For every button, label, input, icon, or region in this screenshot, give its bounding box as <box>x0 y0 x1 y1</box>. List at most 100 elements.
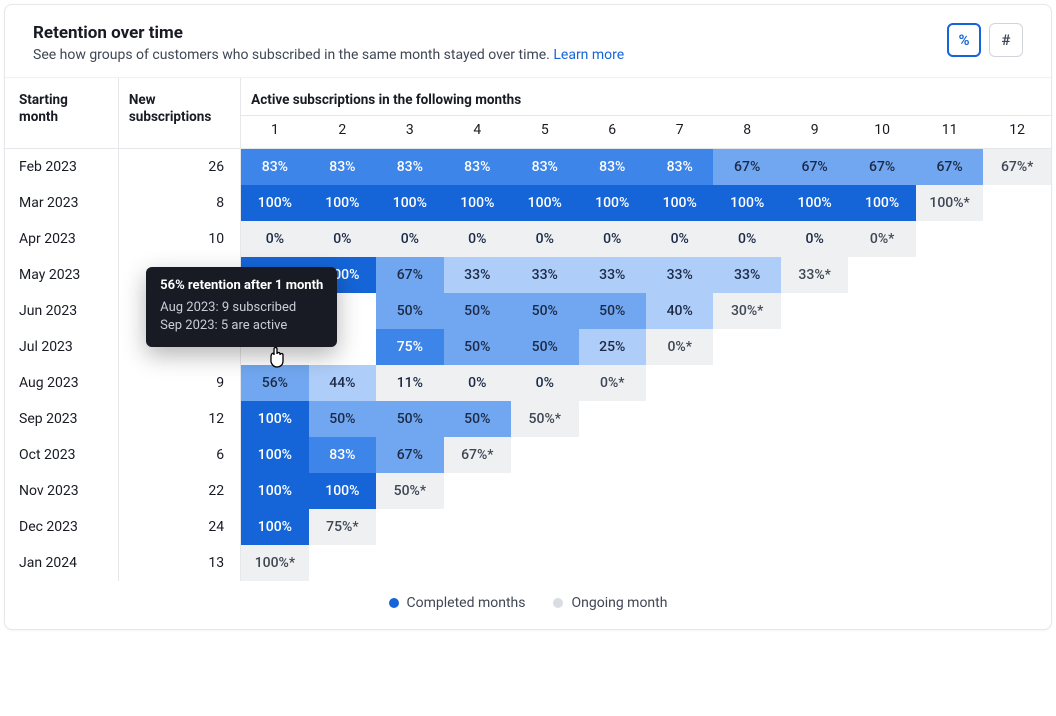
card-title: Retention over time <box>33 23 624 43</box>
retention-cell[interactable]: 56% <box>241 365 308 401</box>
retention-cell[interactable]: 100% <box>511 185 578 221</box>
retention-cell[interactable]: 0% <box>376 221 443 257</box>
cohort-table: Starting monthNew subscriptionsActive su… <box>5 78 1051 581</box>
retention-cell[interactable]: 75%* <box>309 509 376 545</box>
retention-cell[interactable]: 83% <box>241 149 308 185</box>
retention-cell <box>983 401 1051 437</box>
retention-cell[interactable]: 100% <box>241 401 308 437</box>
retention-cell[interactable]: 33% <box>444 257 511 293</box>
retention-cell[interactable]: 50%* <box>376 473 443 509</box>
retention-cell[interactable]: 100% <box>309 473 376 509</box>
retention-cell[interactable]: 83% <box>511 149 578 185</box>
cohort-row: Apr 2023100%0%0%0%0%0%0%0%0%0%* <box>5 221 1051 257</box>
cohort-row: Nov 202322100%100%50%* <box>5 473 1051 509</box>
retention-cell[interactable]: 67% <box>713 149 780 185</box>
retention-cell[interactable]: 50% <box>511 293 578 329</box>
retention-cell[interactable]: 0% <box>511 365 578 401</box>
retention-cell[interactable]: 50% <box>444 401 511 437</box>
retention-cell[interactable]: 100% <box>241 257 308 293</box>
toggle-percent-button[interactable]: % <box>947 23 981 57</box>
retention-cell <box>983 185 1051 221</box>
retention-cell[interactable]: 0% <box>713 221 780 257</box>
retention-cell[interactable]: 0% <box>646 221 713 257</box>
retention-cell[interactable]: 67% <box>848 149 915 185</box>
retention-cell[interactable]: 83% <box>309 437 376 473</box>
retention-cell[interactable]: 50%* <box>511 401 578 437</box>
retention-cell[interactable]: 33% <box>646 257 713 293</box>
retention-cell[interactable]: 50% <box>376 293 443 329</box>
retention-cell[interactable]: 100% <box>781 185 848 221</box>
header-text-block: Retention over time See how groups of cu… <box>33 23 624 63</box>
retention-cell <box>781 473 848 509</box>
retention-cell[interactable]: 83% <box>579 149 646 185</box>
retention-cell[interactable]: 11% <box>376 365 443 401</box>
retention-cell[interactable]: 0% <box>309 221 376 257</box>
retention-cell[interactable]: 50% <box>444 293 511 329</box>
retention-cell[interactable]: 0%* <box>579 365 646 401</box>
retention-cell <box>781 509 848 545</box>
month-number-12: 12 <box>983 116 1051 149</box>
cohort-label: Sep 2023 <box>5 401 119 437</box>
retention-cell[interactable]: 50% <box>376 401 443 437</box>
retention-cell[interactable]: 100% <box>241 473 308 509</box>
retention-cell[interactable]: 100% <box>646 185 713 221</box>
retention-cell[interactable]: 67% <box>376 437 443 473</box>
retention-cell[interactable]: 33% <box>579 257 646 293</box>
retention-cell[interactable]: 75% <box>376 329 443 365</box>
retention-cell <box>983 473 1051 509</box>
retention-cell[interactable]: 100% <box>579 185 646 221</box>
retention-cell[interactable]: 100% <box>241 509 308 545</box>
card-subtitle: See how groups of customers who subscrib… <box>33 47 624 63</box>
retention-cell[interactable]: 0% <box>579 221 646 257</box>
learn-more-link[interactable]: Learn more <box>553 47 624 63</box>
retention-cell <box>848 293 915 329</box>
retention-cell[interactable]: 0% <box>781 221 848 257</box>
retention-cell[interactable]: 100% <box>309 257 376 293</box>
retention-cell[interactable]: 40% <box>646 293 713 329</box>
retention-cell[interactable]: 0% <box>511 221 578 257</box>
retention-cell[interactable]: 33% <box>511 257 578 293</box>
retention-cell[interactable]: 33% <box>713 257 780 293</box>
retention-cell[interactable]: 100% <box>848 185 915 221</box>
retention-cell[interactable]: 33%* <box>781 257 848 293</box>
retention-cell[interactable]: 67% <box>376 257 443 293</box>
retention-cell[interactable]: 83% <box>309 149 376 185</box>
retention-cell <box>309 293 376 329</box>
retention-cell[interactable]: 67% <box>916 149 983 185</box>
retention-cell[interactable]: 50% <box>579 293 646 329</box>
retention-cell[interactable]: 50% <box>511 329 578 365</box>
retention-cell <box>579 545 646 581</box>
retention-cell[interactable]: 100%* <box>916 185 983 221</box>
retention-cell[interactable]: 100% <box>241 437 308 473</box>
retention-cell[interactable]: 100% <box>713 185 780 221</box>
retention-cell[interactable]: 83% <box>646 149 713 185</box>
retention-cell[interactable]: 50% <box>309 401 376 437</box>
retention-cell[interactable]: 0% <box>444 365 511 401</box>
retention-cell[interactable]: 100% <box>309 185 376 221</box>
retention-cell[interactable]: 44% <box>309 365 376 401</box>
retention-cell[interactable]: 0%* <box>848 221 915 257</box>
retention-cell[interactable]: 30%* <box>713 293 780 329</box>
retention-cell[interactable]: 0% <box>241 221 308 257</box>
retention-cell[interactable]: 50% <box>444 329 511 365</box>
retention-cell[interactable]: 67%* <box>444 437 511 473</box>
toggle-count-button[interactable]: # <box>989 23 1023 57</box>
retention-cell[interactable]: 25% <box>579 329 646 365</box>
retention-cell <box>781 365 848 401</box>
retention-cell <box>916 329 983 365</box>
retention-cell[interactable]: 100% <box>241 185 308 221</box>
retention-cell[interactable]: 67%* <box>983 149 1051 185</box>
retention-cell[interactable]: 100%* <box>241 545 308 581</box>
cohort-row: Feb 20232683%83%83%83%83%83%83%67%67%67%… <box>5 149 1051 185</box>
retention-cell[interactable]: 83% <box>376 149 443 185</box>
retention-cell[interactable]: 0% <box>444 221 511 257</box>
cohort-row: Jan 202413100%* <box>5 545 1051 581</box>
retention-cell[interactable]: 100% <box>444 185 511 221</box>
retention-cell[interactable]: 67% <box>781 149 848 185</box>
legend-completed-dot <box>389 598 399 608</box>
retention-cell[interactable]: 83% <box>444 149 511 185</box>
retention-cell <box>241 329 308 365</box>
retention-cell[interactable]: 0%* <box>646 329 713 365</box>
cohort-newsubs: 9 <box>119 365 241 401</box>
retention-cell[interactable]: 100% <box>376 185 443 221</box>
